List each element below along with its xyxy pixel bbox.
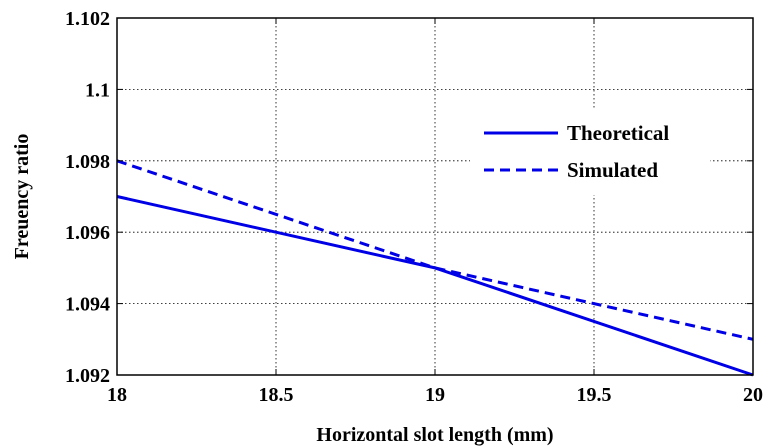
x-tick-labels: 18 18.5 19 19.5 20 [107,384,763,406]
series-line-theoretical [116,195,754,377]
x-tick-label: 19 [425,384,445,406]
y-tick-label: 1.102 [65,8,110,30]
series-line-simulated [116,159,754,341]
series-lines [116,159,754,377]
x-tick-label: 18.5 [259,384,294,406]
y-tick-label: 1.1 [85,79,110,101]
y-tick-label: 1.092 [65,365,110,387]
x-axis-label: Horizontal slot length (mm) [316,424,553,446]
legend-label-simulated: Simulated [567,158,658,182]
legend-label-theoretical: Theoretical [567,121,669,145]
x-tick-label: 20 [743,384,763,406]
plot-frame [116,17,754,376]
y-tick-label: 1.094 [65,294,110,316]
grid-lines [116,17,754,376]
y-tick-labels: 1.092 1.094 1.096 1.098 1.1 1.102 [65,8,110,387]
legend: Theoretical Simulated [470,110,710,195]
y-axis-label: Freuency ratio [11,134,33,260]
x-tick-label: 19.5 [577,384,612,406]
y-tick-label: 1.098 [65,151,110,173]
legend-background [470,110,710,195]
y-tick-label: 1.096 [65,222,110,244]
tick-marks [116,17,754,376]
x-tick-label: 18 [107,384,127,406]
